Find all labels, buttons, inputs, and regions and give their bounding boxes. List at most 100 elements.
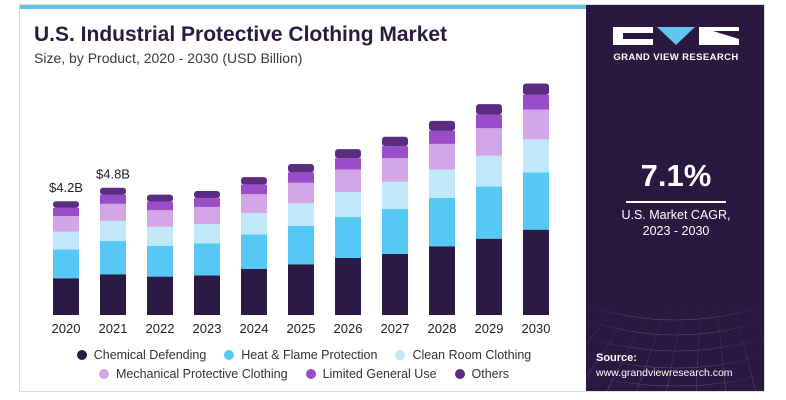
bar-segment — [241, 234, 267, 269]
grid-decoration — [586, 294, 764, 391]
legend-swatch — [76, 349, 87, 360]
bar-segment — [476, 238, 502, 315]
cagr-label-line1: U.S. Market CAGR, — [621, 208, 731, 222]
data-label: $4.2B — [49, 180, 83, 195]
stacked-bar-chart: $4.2B 2020 $4.8B 2021 2022 2023 2024 2025 2026 20… — [49, 83, 551, 336]
legend-swatch — [395, 349, 406, 360]
bar-segment — [53, 201, 79, 208]
bar-segment — [335, 149, 361, 159]
bar-segment — [147, 201, 173, 211]
x-tick-label: 2027 — [381, 321, 410, 336]
bar-segment — [335, 216, 361, 258]
bar-segment — [147, 210, 173, 227]
bar-segment — [476, 128, 502, 156]
bar-segment — [194, 206, 220, 224]
bar-segment — [194, 275, 220, 315]
bar-segment — [382, 136, 408, 147]
brand-logo: GRAND VIEW RESEARCH — [586, 27, 764, 63]
bar-segment — [147, 194, 173, 202]
accent-bar — [20, 5, 586, 9]
bar-segment — [335, 257, 361, 315]
bar-segment — [429, 130, 455, 144]
bar-segment — [147, 276, 173, 315]
bar-segment — [241, 177, 267, 185]
bar-segment — [523, 229, 549, 315]
legend-item: Mechanical Protective Clothing — [98, 365, 288, 382]
x-tick-label: 2029 — [475, 321, 504, 336]
cagr-divider — [626, 201, 726, 203]
bar-segment — [53, 216, 79, 232]
x-tick-label: 2030 — [522, 321, 551, 336]
bar-segment — [194, 198, 220, 207]
legend-swatch — [224, 349, 235, 360]
bar-segment — [382, 208, 408, 254]
bar-segment — [53, 278, 79, 315]
chart-legend: Chemical Defending Heat & Flame Protectio… — [34, 346, 574, 382]
bar-segment — [288, 164, 314, 173]
bar-segment — [429, 197, 455, 247]
legend-item: Others — [454, 365, 509, 382]
bar-segment — [194, 191, 220, 199]
x-tick-label: 2026 — [334, 321, 363, 336]
bar-segment — [523, 172, 549, 230]
x-tick-label: 2024 — [240, 321, 269, 336]
chart-subtitle: Size, by Product, 2020 - 2030 (USD Billi… — [34, 50, 303, 66]
bar-segment — [241, 184, 267, 195]
x-tick-label: 2028 — [428, 321, 457, 336]
bar-segment — [241, 268, 267, 315]
source-link[interactable]: www.grandviewresearch.com — [596, 367, 733, 379]
bar-segment — [100, 187, 126, 195]
bar-segment — [100, 194, 126, 204]
bar-segment — [476, 104, 502, 115]
logo-right-shape — [699, 27, 739, 45]
bar-segment — [429, 246, 455, 315]
data-label: $4.8B — [96, 167, 130, 182]
bar-segment — [523, 139, 549, 173]
logo-mark — [586, 27, 764, 45]
legend-item: Limited General Use — [305, 365, 437, 382]
bar-segment — [335, 158, 361, 170]
bar-segment — [288, 172, 314, 183]
legend-item: Clean Room Clothing — [395, 346, 531, 363]
bar-segment — [100, 241, 126, 275]
x-tick-label: 2025 — [287, 321, 316, 336]
bar-segment — [147, 226, 173, 246]
bar-segment — [288, 225, 314, 265]
bar-segment — [476, 114, 502, 129]
bar-segment — [429, 120, 455, 131]
bar-segment — [147, 245, 173, 277]
bar-segment — [53, 249, 79, 279]
legend-label: Chemical Defending — [93, 347, 207, 362]
cagr-label-line2: 2023 - 2030 — [642, 224, 710, 238]
bar-segment — [53, 207, 79, 217]
bar-segment — [429, 169, 455, 198]
bar-segment — [476, 155, 502, 187]
logo-left-shape — [613, 27, 653, 45]
bar-segment — [194, 223, 220, 244]
cagr-value: 7.1% — [640, 158, 712, 193]
bar-segment — [288, 264, 314, 315]
legend-label: Heat & Flame Protection — [241, 347, 378, 362]
bar-segment — [335, 169, 361, 192]
chart-title: U.S. Industrial Protective Clothing Mark… — [34, 23, 448, 46]
x-tick-label: 2021 — [99, 321, 128, 336]
bar-segment — [100, 220, 126, 242]
legend-label: Clean Room Clothing — [412, 347, 532, 362]
x-tick-label: 2022 — [146, 321, 175, 336]
bar-segment — [476, 186, 502, 239]
bar-segment — [53, 231, 79, 250]
bar-segment — [241, 194, 267, 214]
bar-segment — [100, 203, 126, 221]
bar-segment — [335, 191, 361, 217]
bar-segment — [523, 83, 549, 95]
logo-triangle-shape — [657, 27, 695, 45]
cagr-label: U.S. Market CAGR, 2023 - 2030 — [586, 207, 764, 239]
bar-segment — [194, 243, 220, 276]
bar-segment — [382, 158, 408, 182]
logo-text: GRAND VIEW RESEARCH — [613, 52, 739, 63]
bar-segment — [288, 203, 314, 226]
x-tick-label: 2023 — [193, 321, 222, 336]
legend-swatch — [305, 368, 316, 379]
bar-segment — [382, 146, 408, 159]
chart-card: U.S. Industrial Protective Clothing Mark… — [19, 4, 765, 392]
